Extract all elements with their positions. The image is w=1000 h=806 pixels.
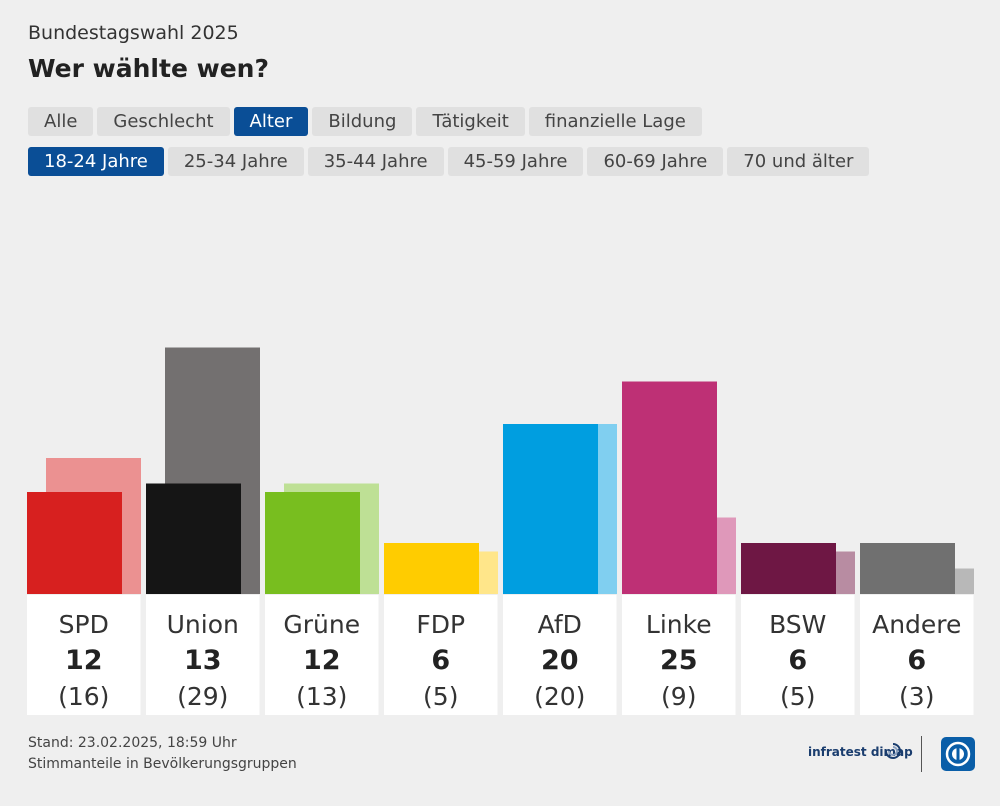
- bar-current-spd: [27, 492, 122, 594]
- bar-chart: SPD 12 (16) Union 13 (29) Grüne 12 (13) FDP 6 (5) Af…: [27, 347, 974, 715]
- previous-label-bsw: (5): [780, 682, 815, 711]
- page-title: Wer wählte wen?: [28, 54, 269, 83]
- party-label-andere: Andere: [872, 610, 961, 639]
- tab-geschlecht[interactable]: Geschlecht: [97, 107, 230, 136]
- label-box-afd: [503, 595, 617, 715]
- supertitle: Bundestagswahl 2025: [28, 22, 239, 44]
- value-label-andere: 6: [907, 645, 926, 676]
- tab-taetigkeit[interactable]: Tätigkeit: [416, 107, 525, 136]
- bar-current-fdp: [384, 543, 479, 594]
- label-box-fdp: [384, 595, 498, 715]
- value-label-fdp: 6: [431, 645, 450, 676]
- tab-35-44[interactable]: 35-44 Jahre: [307, 147, 444, 176]
- previous-label-linke: (9): [661, 682, 696, 711]
- value-label-gr-ne: 12: [303, 645, 341, 676]
- party-label-union: Union: [167, 610, 239, 639]
- value-label-spd: 12: [65, 645, 103, 676]
- tab-alter[interactable]: Alter: [233, 107, 309, 136]
- category-tabs: Alle Geschlecht Alter Bildung Tätigkeit …: [28, 107, 702, 136]
- party-label-spd: SPD: [59, 610, 109, 639]
- tab-bildung[interactable]: Bildung: [312, 107, 413, 136]
- bar-current-andere: [860, 543, 955, 594]
- party-label-afd: AfD: [538, 610, 582, 639]
- tab-60-69[interactable]: 60-69 Jahre: [587, 147, 724, 176]
- party-label-gr-ne: Grüne: [283, 610, 360, 639]
- footer-divider: [921, 736, 922, 772]
- ard-logo-icon: [941, 737, 975, 771]
- previous-label-afd: (20): [534, 682, 585, 711]
- value-label-bsw: 6: [788, 645, 807, 676]
- timestamp: Stand: 23.02.2025, 18:59 Uhr: [28, 735, 237, 751]
- label-box-spd: [27, 595, 141, 715]
- bar-current-linke: [622, 381, 717, 594]
- tab-alle[interactable]: Alle: [28, 107, 94, 136]
- label-box-gr-ne: [265, 595, 379, 715]
- party-label-bsw: BSW: [769, 610, 826, 639]
- bar-current-gr-ne: [265, 492, 360, 594]
- tab-70-plus[interactable]: 70 und älter: [727, 147, 870, 176]
- bar-current-bsw: [741, 543, 836, 594]
- value-label-linke: 25: [660, 645, 698, 676]
- tab-18-24[interactable]: 18-24 Jahre: [28, 147, 164, 176]
- age-group-tabs: 18-24 Jahre 25-34 Jahre 35-44 Jahre 45-5…: [28, 147, 870, 176]
- label-box-union: [146, 595, 260, 715]
- previous-label-union: (29): [177, 682, 228, 711]
- party-label-fdp: FDP: [416, 610, 465, 639]
- label-box-bsw: [741, 595, 855, 715]
- previous-label-gr-ne: (13): [296, 682, 347, 711]
- party-label-linke: Linke: [646, 610, 712, 639]
- tab-25-34[interactable]: 25-34 Jahre: [167, 147, 304, 176]
- infratest-mark-icon: [885, 743, 901, 759]
- previous-label-fdp: (5): [423, 682, 458, 711]
- tab-finanzielle-lage[interactable]: finanzielle Lage: [528, 107, 702, 136]
- value-label-afd: 20: [541, 645, 579, 676]
- label-box-andere: [860, 595, 974, 715]
- previous-label-spd: (16): [58, 682, 109, 711]
- footnote: Stimmanteile in Bevölkerungsgruppen: [28, 756, 297, 772]
- bar-current-union: [146, 483, 241, 594]
- value-label-union: 13: [184, 645, 222, 676]
- bar-current-afd: [503, 424, 598, 594]
- label-box-linke: [622, 595, 736, 715]
- tab-45-59[interactable]: 45-59 Jahre: [447, 147, 584, 176]
- previous-label-andere: (3): [899, 682, 934, 711]
